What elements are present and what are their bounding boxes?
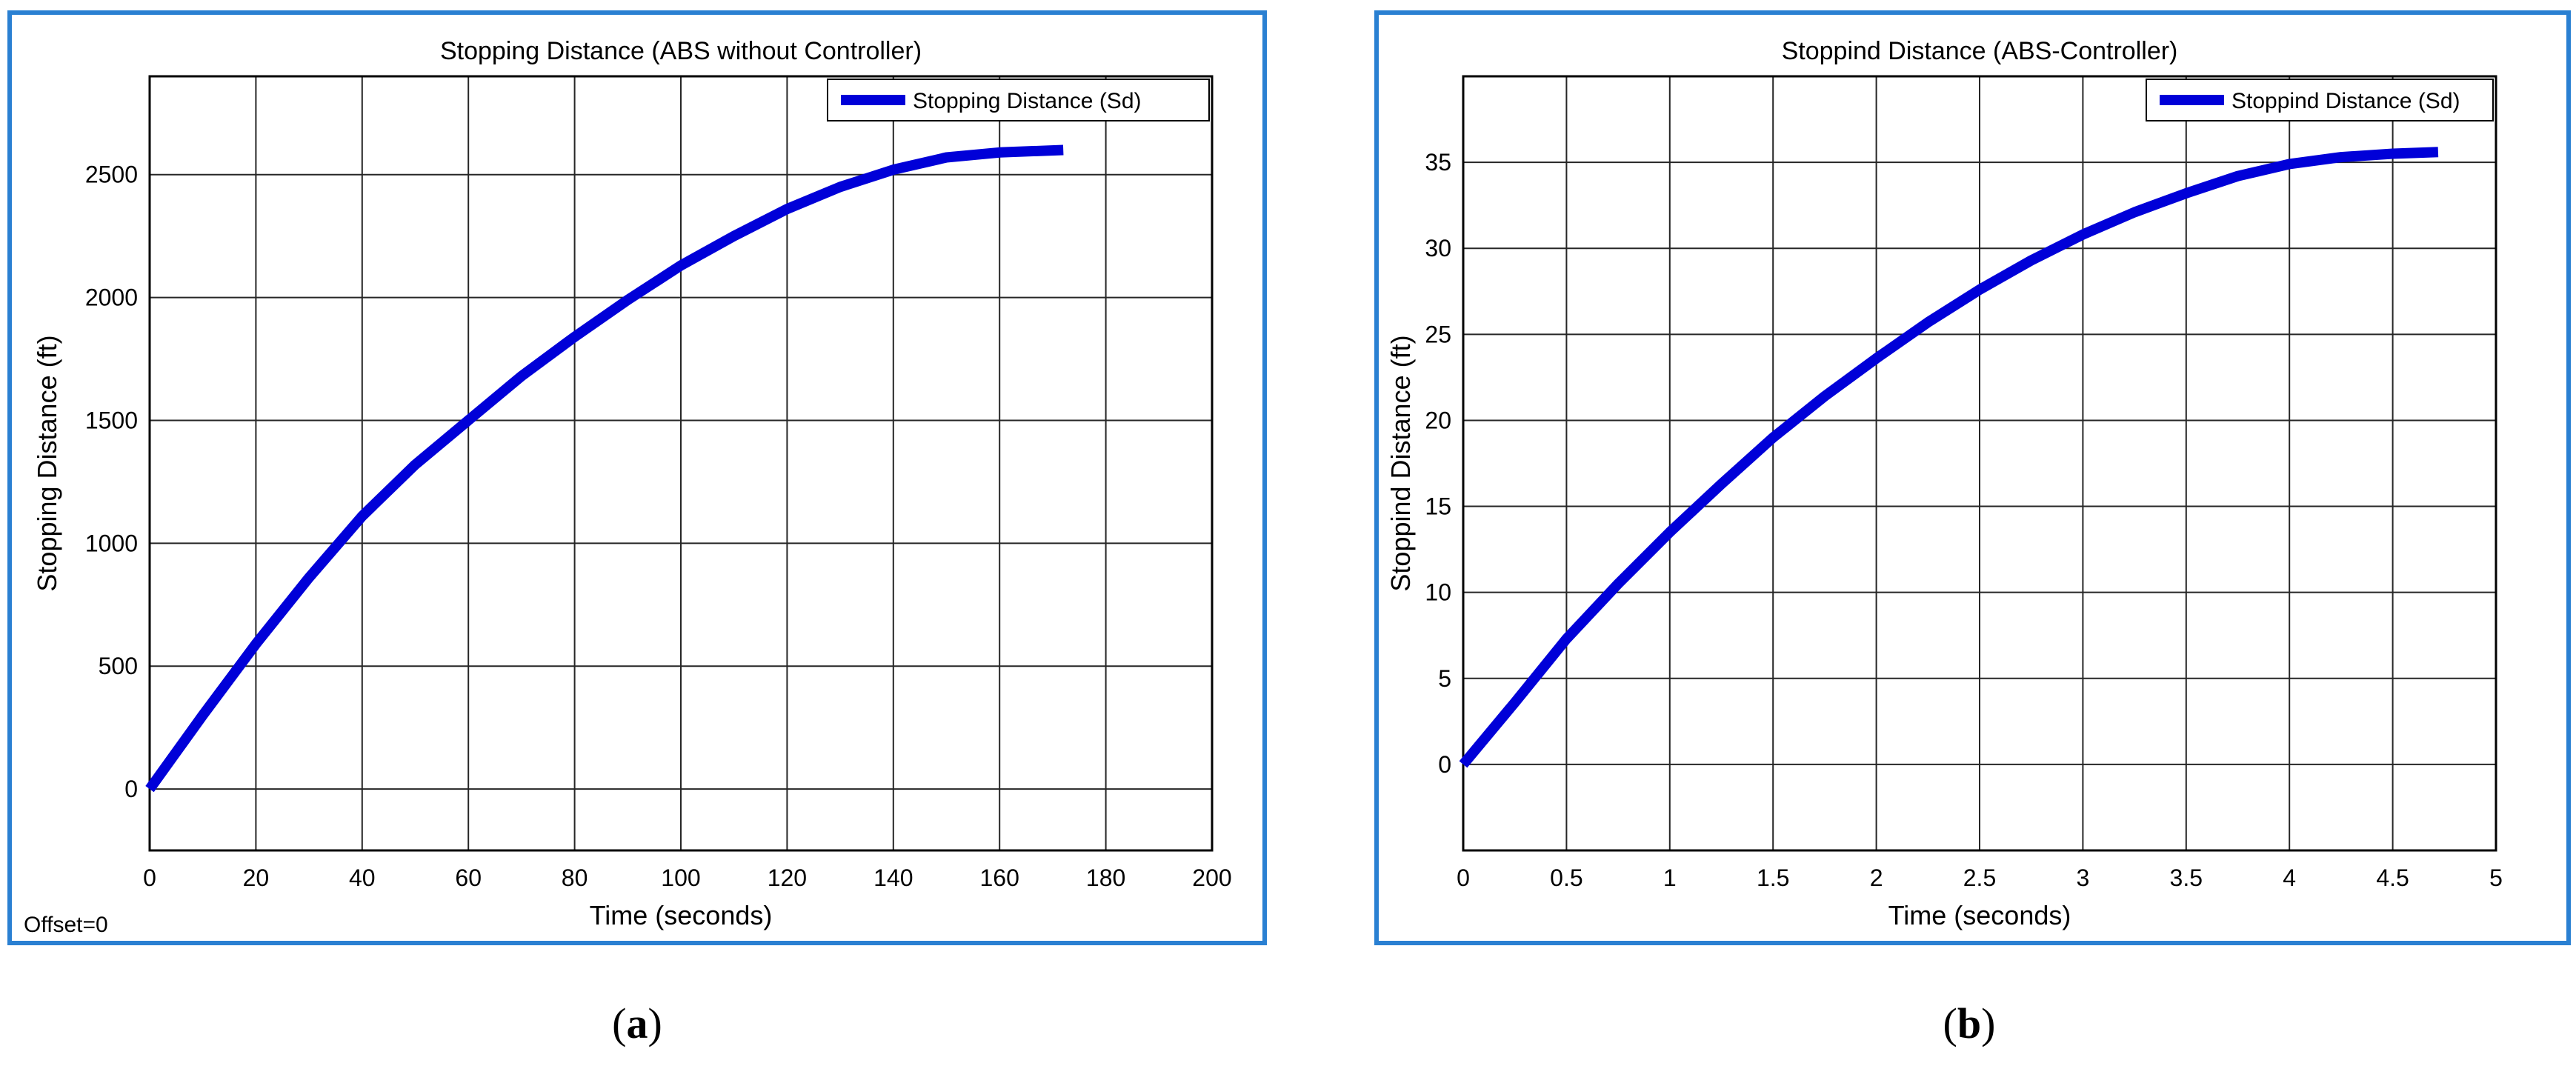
series-line xyxy=(1459,147,2439,768)
x-tick-label: 0.5 xyxy=(1550,865,1582,891)
x-tick-label: 200 xyxy=(1192,865,1231,891)
y-tick-label: 1500 xyxy=(85,407,138,433)
x-tick-label: 40 xyxy=(349,865,376,891)
y-tick-label: 0 xyxy=(1438,751,1451,778)
chart-panel-b: 0 0.5 1 1.5 2 2.5 3 3.5 4 4.5 5 0 5 10 15 20 25 30 35 Stopp… xyxy=(1374,10,2571,945)
x-tick-label: 100 xyxy=(661,865,700,891)
x-tick-label: 20 xyxy=(243,865,270,891)
x-tick-label: 0 xyxy=(1457,865,1470,891)
x-tick-label: 1 xyxy=(1663,865,1677,891)
y-tick-label: 0 xyxy=(124,776,138,802)
chart-a: 0 20 40 60 80 100 120 140 160 180 2000500100015002… xyxy=(24,37,1232,937)
x-tick-label: 5 xyxy=(2489,865,2503,891)
y-tick-label: 15 xyxy=(1425,493,1451,520)
x-tick-label: 60 xyxy=(455,865,482,891)
legend: Stoppind Distance (Sd) xyxy=(2146,79,2494,121)
y-axis-label: Stoppind Distance (ft) xyxy=(1385,335,1416,591)
y-tick-label: 2500 xyxy=(85,161,138,188)
y-tick-label: 35 xyxy=(1425,149,1451,176)
caption-a-letter: a xyxy=(626,999,648,1047)
x-tick-label: 0 xyxy=(143,865,156,891)
y-tick-label: 20 xyxy=(1425,407,1451,433)
x-tick-label: 180 xyxy=(1086,865,1125,891)
x-tick-label: 1.5 xyxy=(1757,865,1789,891)
y-tick-label: 25 xyxy=(1425,321,1451,347)
y-tick-label: 500 xyxy=(99,653,138,679)
chart-panel-a: 0 20 40 60 80 100 120 140 160 180 200 0 500 1000 1500 2… xyxy=(7,10,1267,945)
chart-title: Stoppind Distance (ABS-Controller) xyxy=(1782,37,2178,65)
series-line xyxy=(145,144,1064,793)
x-tick-label: 160 xyxy=(980,865,1019,891)
y-tick-label: 2000 xyxy=(85,284,138,311)
y-tick-label: 5 xyxy=(1438,665,1451,692)
x-tick-label: 3 xyxy=(2077,865,2090,891)
x-tick-label: 80 xyxy=(562,865,588,891)
x-tick-label: 140 xyxy=(873,865,913,891)
y-axis-label: Stopping Distance (ft) xyxy=(32,335,62,591)
caption-a: (a) xyxy=(612,999,662,1047)
chart-title: Stopping Distance (ABS without Controlle… xyxy=(440,37,922,65)
chart-b: 0 0.5 1 1.5 2 2.5 3 3.5 4 4.5 5 0 5 10 15 20 25 30 35 Stopp… xyxy=(1385,37,2503,930)
x-tick-label: 2 xyxy=(1870,865,1883,891)
axes-box xyxy=(1462,75,2497,852)
x-tick-label: 3.5 xyxy=(2170,865,2203,891)
legend-label: Stopping Distance (Sd) xyxy=(913,89,1142,113)
caption-b-letter: b xyxy=(1957,999,1982,1047)
legend-label: Stoppind Distance (Sd) xyxy=(2231,89,2460,113)
axes-box xyxy=(148,75,1214,852)
caption-b: (b) xyxy=(1943,999,1996,1047)
y-tick-label: 1000 xyxy=(85,530,138,556)
x-tick-label: 120 xyxy=(768,865,807,891)
offset-annotation: Offset=0 xyxy=(24,913,108,937)
x-axis-label: Time (seconds) xyxy=(590,900,773,930)
legend: Stopping Distance (Sd) xyxy=(827,79,1210,121)
y-tick-label: 30 xyxy=(1425,235,1451,261)
x-tick-label: 4 xyxy=(2283,865,2296,891)
y-tick-label: 10 xyxy=(1425,579,1451,606)
x-axis-label: Time (seconds) xyxy=(1888,900,2071,930)
x-tick-label: 2.5 xyxy=(1963,865,1996,891)
x-tick-label: 4.5 xyxy=(2376,865,2409,891)
